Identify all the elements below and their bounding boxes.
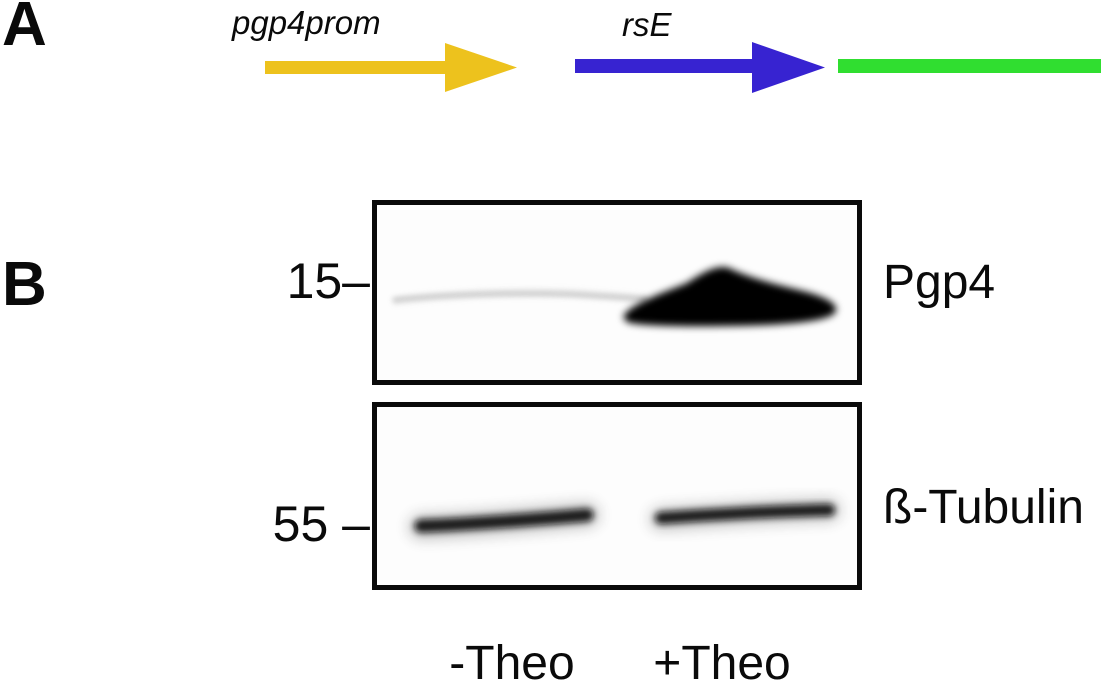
band-pgp4-plus-theo <box>623 267 837 327</box>
promoter-arrow-shaft <box>265 61 451 74</box>
gene-bar <box>838 59 1101 73</box>
marker-55: 55 – <box>272 496 370 552</box>
band-pgp4-minus-theo <box>392 291 648 302</box>
riboswitch-label: rsE <box>622 6 672 43</box>
blot-tubulin-membrane <box>409 499 840 539</box>
blot-pgp4-membrane <box>392 267 837 327</box>
riboswitch-arrow <box>575 42 825 93</box>
marker-15: 15– <box>286 253 370 309</box>
band-tubulin-minus-theo <box>414 508 594 533</box>
lane-label-plus-theo: +Theo <box>653 637 791 688</box>
riboswitch-arrow-head <box>752 42 825 93</box>
panel-b-label: B <box>2 250 47 319</box>
promoter-arrow-head <box>445 43 517 92</box>
lane-label-minus-theo: -Theo <box>449 637 575 688</box>
blot-target-pgp4-label: Pgp4 <box>883 256 996 309</box>
riboswitch-arrow-shaft <box>575 59 757 73</box>
blot-pgp4 <box>372 200 862 385</box>
promoter-arrow <box>265 43 517 92</box>
blot-target-tubulin-label: ß-Tubulin <box>883 481 1084 534</box>
band-tubulin-plus-theo <box>655 504 835 524</box>
blot-tubulin <box>372 402 862 590</box>
promoter-label: pgp4prom <box>232 4 381 41</box>
panel-a-label: A <box>2 0 47 59</box>
